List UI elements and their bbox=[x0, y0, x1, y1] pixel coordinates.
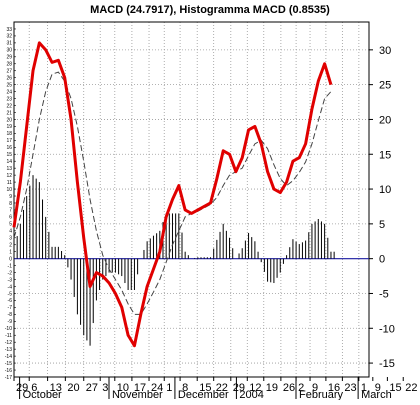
left-axis-tick-label: -17 bbox=[5, 375, 12, 381]
right-axis-tick-label: -10 bbox=[379, 323, 395, 335]
x-axis-tick-label: 20 bbox=[67, 382, 79, 394]
left-axis-tick-label: 11 bbox=[7, 180, 12, 186]
month-label: November bbox=[112, 389, 163, 400]
left-axis-tick-label: -6 bbox=[8, 298, 13, 304]
left-axis-tick-label: -14 bbox=[5, 354, 12, 360]
histogram-series bbox=[14, 175, 334, 346]
right-axis-tick-label: 10 bbox=[379, 184, 391, 196]
plot-frame bbox=[14, 22, 369, 377]
left-axis-tick-label: 24 bbox=[6, 89, 12, 95]
left-axis-tick-label: 21 bbox=[6, 110, 12, 116]
left-axis-tick-label: 15 bbox=[6, 152, 12, 158]
x-axis-tick-label: 3 bbox=[102, 382, 108, 394]
x-axis-tick-label: 23 bbox=[344, 382, 356, 394]
left-axis-tick-label: 4 bbox=[9, 229, 12, 235]
right-axis-tick-label: 20 bbox=[379, 114, 391, 126]
left-axis-tick-label: -15 bbox=[5, 361, 12, 367]
left-axis-tick-label: -5 bbox=[8, 291, 13, 297]
grid-lines bbox=[14, 22, 369, 377]
x-axis-tick-label: 22 bbox=[405, 382, 417, 394]
signal-series bbox=[14, 72, 331, 314]
left-axis-tick-label: 8 bbox=[9, 201, 12, 207]
left-axis-tick-label: 22 bbox=[6, 103, 12, 109]
left-axis-tick-label: 19 bbox=[6, 124, 12, 130]
left-axis-tick-label: -16 bbox=[5, 368, 12, 374]
left-axis-tick-label: -2 bbox=[8, 270, 13, 276]
month-label: February bbox=[299, 389, 344, 400]
left-axis-tick-label: -12 bbox=[5, 340, 12, 346]
left-axis-tick-label: 27 bbox=[6, 69, 12, 75]
left-axis-tick-label: 10 bbox=[6, 187, 12, 193]
left-axis-tick-label: 5 bbox=[9, 222, 12, 228]
left-axis-tick-label: -9 bbox=[8, 319, 13, 325]
left-axis-tick-label: -10 bbox=[5, 326, 12, 332]
month-label: December bbox=[178, 389, 229, 400]
left-axis-tick-label: 0 bbox=[9, 256, 12, 262]
right-axis-tick-label: -15 bbox=[379, 358, 395, 370]
right-axis-tick-label: -5 bbox=[379, 288, 389, 300]
left-axis-tick-label: -8 bbox=[8, 312, 13, 318]
macd-line bbox=[14, 43, 331, 346]
chart-title: MACD (24.7917), Histogramma MACD (0.8535… bbox=[90, 4, 330, 16]
left-axis-tick-label: 26 bbox=[6, 75, 12, 81]
left-axis-tick-label: -1 bbox=[8, 263, 13, 269]
left-axis-tick-label: 1 bbox=[9, 250, 12, 256]
left-axis-tick-label: 3 bbox=[9, 236, 12, 242]
left-axis-tick-label: 2 bbox=[9, 243, 12, 249]
left-axis-tick-label: 6 bbox=[9, 215, 12, 221]
signal-line bbox=[14, 72, 331, 314]
left-axis-tick-label: 23 bbox=[6, 96, 12, 102]
right-axis-tick-label: 30 bbox=[379, 45, 391, 57]
x-axis-tick-label: 1 bbox=[166, 382, 172, 394]
x-axis-tick-label: 27 bbox=[86, 382, 98, 394]
left-axis-tick-label: 14 bbox=[6, 159, 12, 165]
left-axis-tick-label: 29 bbox=[6, 55, 12, 61]
left-axis-tick-label: 7 bbox=[9, 208, 12, 214]
left-axis-tick-label: 30 bbox=[6, 48, 12, 54]
left-axis-tick-label: 17 bbox=[6, 138, 12, 144]
left-axis-tick-label: -11 bbox=[5, 333, 12, 339]
left-axis-tick-label: 9 bbox=[9, 194, 12, 200]
left-axis-tick-label: 25 bbox=[6, 82, 12, 88]
right-axis-tick-label: 0 bbox=[379, 254, 385, 266]
left-axis-tick-label: 32 bbox=[6, 34, 12, 40]
right-axis-tick-label: 25 bbox=[379, 80, 391, 92]
left-axis-tick-label: 12 bbox=[6, 173, 12, 179]
left-axis-tick-label: -7 bbox=[8, 305, 13, 311]
macd-series bbox=[14, 43, 331, 346]
right-axis: 30 25 20 15 10 5 0 -5 -10 -15 bbox=[369, 45, 395, 370]
left-axis-tick-label: 28 bbox=[6, 62, 12, 68]
left-axis-tick-label: -4 bbox=[8, 284, 13, 290]
left-axis-tick-label: 20 bbox=[6, 117, 12, 123]
month-label: 2004 bbox=[239, 389, 263, 400]
left-axis-tick-label: 16 bbox=[6, 145, 12, 151]
right-axis-tick-label: 5 bbox=[379, 219, 385, 231]
left-axis-tick-label: 13 bbox=[6, 166, 12, 172]
left-axis-tick-label: 31 bbox=[6, 41, 12, 47]
x-axis-tick-label: 26 bbox=[283, 382, 295, 394]
month-label: March bbox=[361, 389, 392, 400]
left-axis-tick-label: -3 bbox=[8, 277, 13, 283]
x-axis-tick-label: 19 bbox=[266, 382, 278, 394]
right-axis-tick-label: 15 bbox=[379, 149, 391, 161]
left-axis-tick-label: 18 bbox=[6, 131, 12, 137]
left-axis-tick-label: 33 bbox=[6, 27, 12, 33]
left-axis-tick-label: -13 bbox=[5, 347, 12, 353]
month-label: October bbox=[23, 389, 62, 400]
